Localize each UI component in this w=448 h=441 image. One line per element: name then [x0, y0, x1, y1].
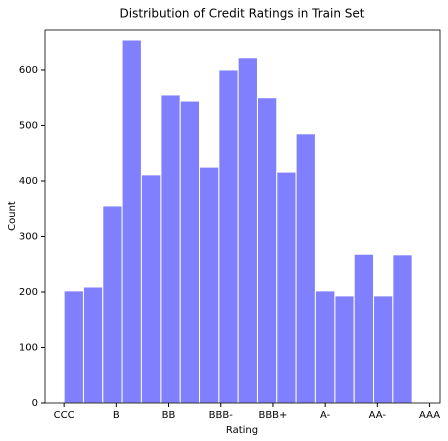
bar — [353, 253, 375, 404]
x-tick-label: BB — [162, 410, 176, 421]
y-tick-label: 0 — [32, 398, 38, 409]
bar — [102, 205, 123, 404]
y-tick-label: 500 — [19, 120, 38, 131]
bar — [256, 97, 278, 404]
bar — [63, 290, 84, 404]
x-tick-label: BBB+ — [258, 410, 287, 421]
bar — [82, 286, 104, 404]
y-tick-label: 400 — [19, 176, 38, 187]
bar — [276, 171, 297, 404]
bar — [373, 295, 394, 404]
x-tick-label: AA- — [369, 410, 387, 421]
bar — [121, 39, 142, 404]
bar — [218, 69, 239, 404]
bar — [237, 57, 258, 404]
y-tick-label: 100 — [19, 342, 38, 353]
plot-frame — [44, 29, 441, 404]
bar — [140, 174, 162, 404]
x-tick-label: B — [113, 410, 120, 421]
bar — [179, 100, 201, 404]
x-tick-label: BBB- — [209, 410, 234, 421]
chart-title: Distribution of Credit Ratings in Train … — [120, 7, 365, 21]
bar — [160, 94, 181, 404]
y-tick-label: 600 — [19, 65, 38, 76]
bar — [199, 166, 220, 404]
y-tick-label: 300 — [19, 231, 38, 242]
x-tick-label: CCC — [54, 410, 75, 421]
bar — [334, 295, 355, 404]
x-tick-label: AAA — [419, 410, 440, 421]
bar — [295, 133, 316, 404]
x-tick-label: A- — [320, 410, 331, 421]
bar — [314, 290, 336, 404]
y-axis-label: Count — [7, 201, 18, 231]
x-axis-label: Rating — [226, 425, 258, 436]
y-tick-label: 200 — [19, 287, 38, 298]
bar — [392, 254, 413, 404]
